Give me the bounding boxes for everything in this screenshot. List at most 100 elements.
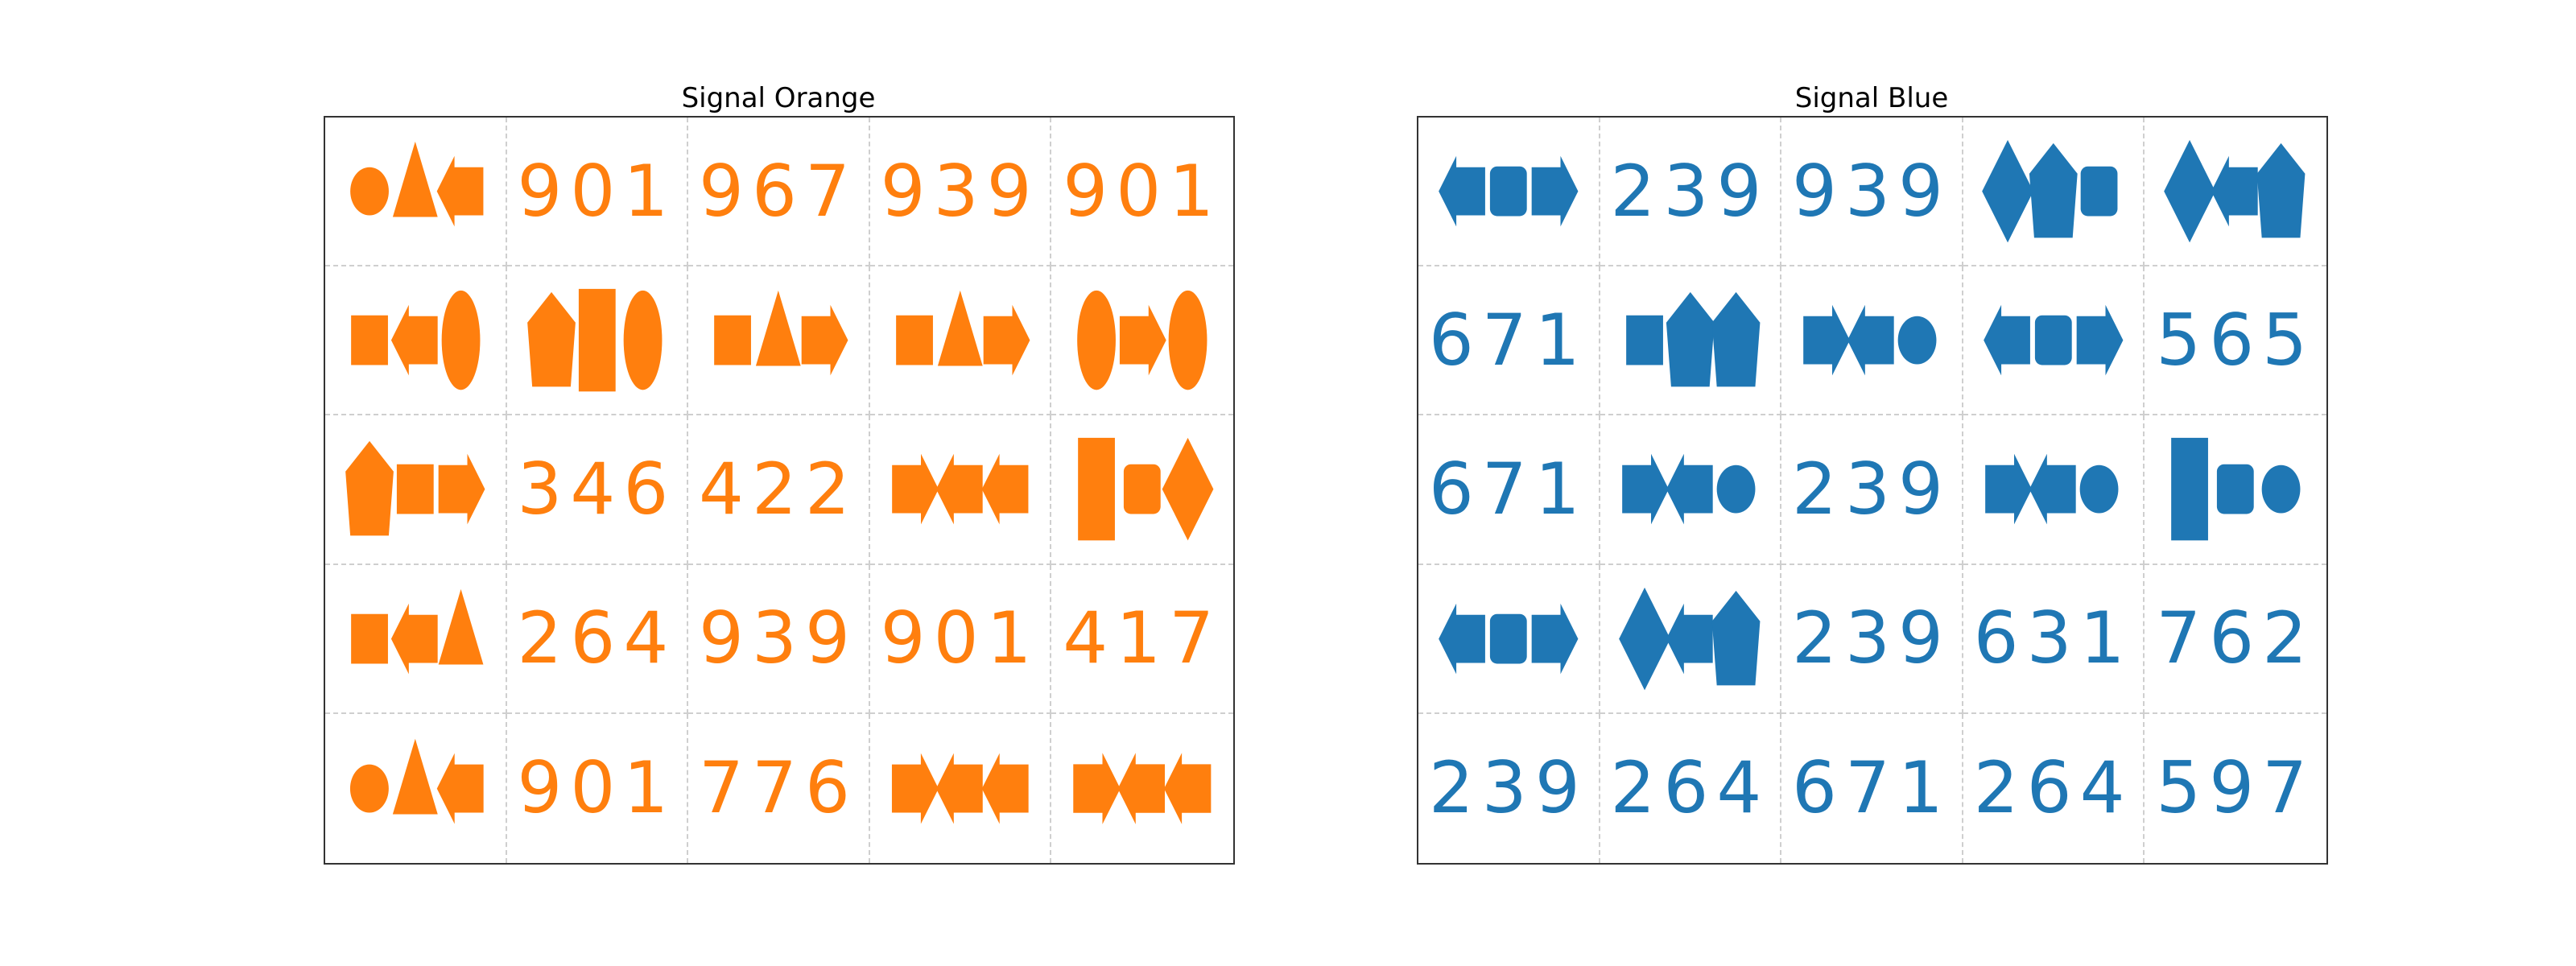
panel-title: Signal Orange [681,82,876,114]
arrow-left-shape [1666,603,1713,675]
shape-group [1803,304,1937,376]
shape-cell [1963,118,2145,267]
ellipse-shape [441,291,481,390]
arrow-right-shape [1531,603,1579,675]
arrow-right-shape [438,454,485,525]
number-cell: 939 [1781,118,1963,267]
circle-shape [2079,465,2119,514]
code-number: 671 [1428,298,1588,382]
shape-group [895,291,1030,376]
circle-shape [350,167,389,216]
shape-cell [325,118,507,267]
square-shape [895,315,933,365]
circle-shape [2262,465,2301,514]
shape-group [891,753,1029,824]
arrow-right-shape [1984,454,2032,525]
shape-cell [325,415,507,565]
arrow-left-shape [935,753,983,824]
rounded-square-shape [1489,613,1527,664]
number-cell: 565 [2145,266,2326,416]
shape-cell [1600,266,1782,416]
arrow-left-shape [1118,753,1166,824]
number-cell: 239 [1781,564,1963,714]
shape-cell [688,266,870,416]
shape-cell [325,266,507,416]
tall-rect-shape [1078,438,1116,541]
code-number: 264 [517,597,677,680]
tall-rect-shape [578,289,616,392]
code-number: 239 [1610,149,1770,233]
shape-group [351,291,481,390]
shape-cell [869,415,1052,565]
arrow-right-shape [891,454,939,525]
code-number: 939 [1792,149,1951,233]
rounded-square-shape [1124,464,1162,514]
number-cell: 631 [1963,564,2145,714]
number-cell: 264 [506,564,689,714]
triangle-shape [392,738,438,815]
code-number: 631 [1973,597,2133,680]
code-number: 901 [880,597,1040,680]
number-cell: 422 [688,415,870,565]
arrow-left-shape [2211,155,2259,227]
number-cell: 671 [1781,713,1963,863]
code-number: 762 [2156,597,2316,680]
rounded-square-shape [2034,315,2072,365]
shape-group [2171,438,2301,541]
code-number: 565 [2156,298,2316,382]
diamond-shape [2164,139,2216,243]
shape-cell [2145,415,2326,565]
number-cell: 671 [1418,415,1600,565]
pentagon-shape [2029,142,2078,238]
ellipse-shape [1169,291,1208,390]
shape-cell [1418,118,1600,267]
pentagon-shape [1711,292,1761,387]
arrow-left-shape [1666,454,1713,525]
number-cell: 264 [1963,713,2145,863]
shape-cell [1781,266,1963,416]
shape-cell [1051,266,1233,416]
square-shape [351,315,388,365]
shape-cell [1600,564,1782,714]
arrow-right-shape [1621,454,1669,525]
arrow-right-shape [891,753,939,824]
number-cell: 671 [1418,266,1600,416]
rounded-square-shape [1489,166,1527,217]
code-number: 422 [699,447,858,530]
square-shape [396,464,434,514]
arrow-left-shape [1439,155,1485,227]
diamond-shape [1981,139,2033,243]
shape-group [1618,587,1761,690]
arrow-right-shape [1120,304,1167,376]
pentagon-shape [1711,590,1761,685]
arrow-left-shape [390,603,438,675]
square-shape [1625,315,1663,365]
shape-cell [1051,415,1233,565]
shape-cell [870,713,1052,863]
ellipse-shape [1077,291,1117,390]
diamond-shape [1162,438,1214,541]
shape-cell [1418,564,1600,714]
shape-group [351,588,484,675]
arrow-right-shape [983,304,1030,376]
shape-group [345,441,485,536]
code-number: 417 [1063,597,1223,680]
number-cell: 264 [1600,713,1782,863]
pentagon-shape [526,292,576,387]
pentagon-shape [1666,292,1715,387]
shape-group [1984,454,2119,525]
number-cell: 239 [1418,713,1600,863]
code-number: 901 [517,746,677,830]
shape-cell [869,266,1052,416]
code-number: 264 [1610,746,1770,830]
shape-group [891,454,1029,525]
triangle-shape [438,588,484,665]
code-number: 939 [880,149,1040,233]
code-number: 346 [517,447,677,530]
code-number: 264 [1973,746,2133,830]
shape-cell [1600,415,1782,565]
number-cell: 901 [507,713,689,863]
arrow-right-shape [2076,304,2124,376]
shape-group [2164,139,2306,243]
shape-cell [2145,118,2326,267]
